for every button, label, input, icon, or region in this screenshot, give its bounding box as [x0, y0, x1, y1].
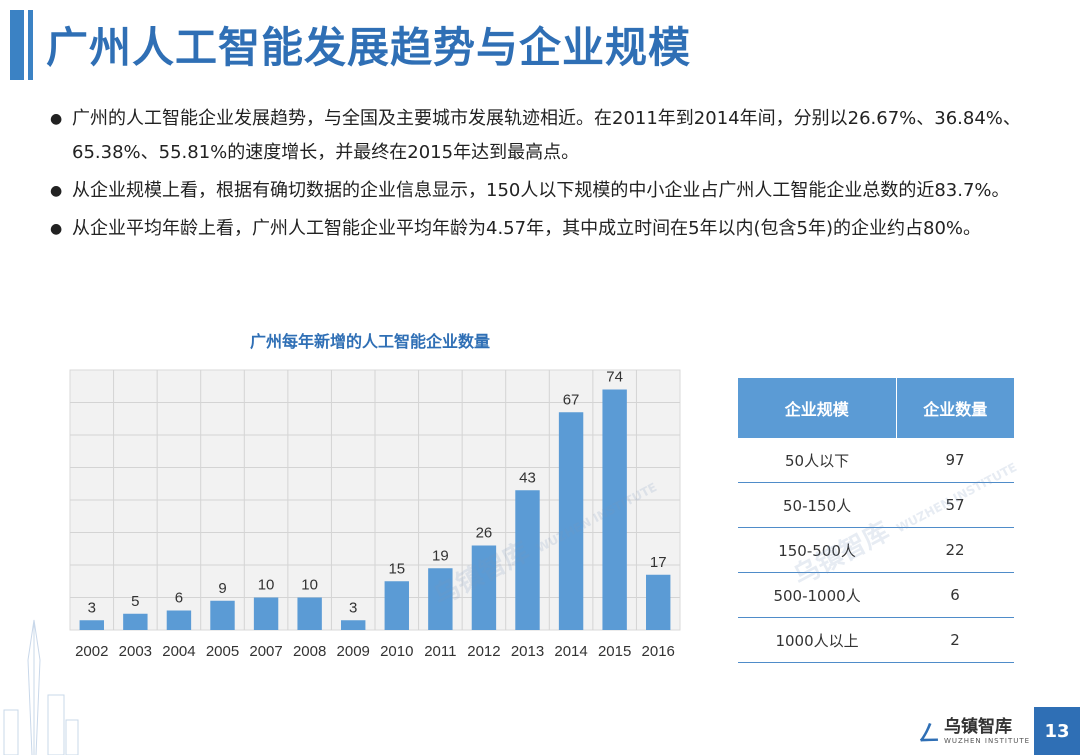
bar-2004: [166, 610, 192, 630]
table-cell-size: 50人以下: [738, 438, 897, 483]
table-cell-count: 2: [896, 617, 1014, 663]
table-cell-size: 500-1000人: [738, 572, 897, 618]
x-tick-label-2003: 2003: [119, 643, 152, 660]
data-label-2014: 67: [563, 391, 580, 408]
table-row: 150-500人 22: [738, 527, 1014, 573]
bar-2015: [602, 389, 627, 630]
x-tick-label-2016: 2016: [642, 643, 675, 660]
table-cell-count: 6: [896, 572, 1014, 618]
logo-text-en: WUZHEN INSTITUTE: [944, 737, 1031, 745]
city-skyline-illustration: [3, 619, 79, 755]
bar-2014: [558, 412, 584, 630]
bar-2013: [515, 490, 540, 630]
x-tick-label-2005: 2005: [206, 643, 239, 660]
table-row: 50-150人 57: [738, 482, 1014, 528]
data-label-2002: 3: [88, 599, 96, 616]
data-label-2013: 43: [519, 469, 536, 486]
table-row: 50人以下 97: [738, 438, 1014, 483]
x-tick-label-2014: 2014: [554, 643, 587, 660]
data-label-2015: 74: [606, 369, 623, 386]
bar-2007: [253, 597, 279, 630]
bar-2008: [297, 597, 322, 630]
footer-logo: ㄥ 乌镇智库 WUZHEN INSTITUTE: [918, 714, 1030, 750]
data-label-2016: 17: [650, 554, 667, 571]
x-tick-label-2010: 2010: [380, 643, 413, 660]
x-tick-label-2009: 2009: [337, 643, 370, 660]
data-label-2004: 6: [175, 590, 183, 607]
x-tick-label-2013: 2013: [511, 643, 544, 660]
bar-2002: [79, 620, 104, 630]
table-cell-count: 22: [896, 527, 1014, 573]
x-tick-label-2012: 2012: [467, 643, 500, 660]
company-size-table: 企业规模 企业数量 50人以下 97 50-150人 57 150-500人 2…: [738, 378, 1014, 663]
table-row: 1000人以上 2: [738, 617, 1014, 663]
table-cell-count: 57: [896, 482, 1014, 528]
x-tick-label-2015: 2015: [598, 643, 631, 660]
bar-2016: [646, 574, 671, 630]
table-header-size: 企业规模: [738, 378, 897, 438]
data-label-2003: 5: [131, 593, 139, 610]
page-number: 13: [1034, 707, 1080, 755]
x-tick-label-2008: 2008: [293, 643, 326, 660]
data-label-2011: 19: [432, 547, 449, 564]
table-header-count: 企业数量: [896, 378, 1014, 438]
data-label-2007: 10: [258, 577, 275, 594]
bullet-item: 广州的人工智能企业发展趋势，与全国及主要城市发展轨迹相近。在2011年到2014…: [50, 102, 1040, 170]
bar-2003: [123, 613, 148, 630]
logo-text-cn: 乌镇智库: [944, 717, 1013, 737]
table-cell-size: 1000人以上: [738, 617, 897, 663]
chart-title: 广州每年新增的人工智能企业数量: [249, 332, 490, 351]
table-cell-size: 50-150人: [738, 482, 897, 528]
bar-2009: [341, 620, 366, 630]
x-tick-label-2004: 2004: [162, 643, 195, 660]
x-tick-label-2002: 2002: [75, 643, 108, 660]
data-label-2005: 9: [218, 580, 226, 597]
data-label-2012: 26: [476, 525, 493, 542]
bar-2012: [471, 545, 497, 630]
x-tick-label-2007: 2007: [249, 643, 282, 660]
title-accent-bar: [10, 10, 24, 80]
bullet-item: 从企业平均年龄上看，广州人工智能企业平均年龄为4.57年，其中成立时间在5年以内…: [50, 212, 1040, 246]
page-title: 广州人工智能发展趋势与企业规模: [46, 23, 692, 72]
data-label-2010: 15: [388, 560, 405, 577]
x-tick-label-2011: 2011: [424, 643, 456, 660]
bullet-list: 广州的人工智能企业发展趋势，与全国及主要城市发展轨迹相近。在2011年到2014…: [50, 102, 1040, 250]
bar-chart: 3 2002 5 2003 6 2004 9 2005 10 2007 10 2008 3 2009 15 2…: [69, 369, 681, 660]
bullet-item: 从企业规模上看，根据有确切数据的企业信息显示，150人以下规模的中小企业占广州人…: [50, 174, 1040, 208]
bar-2011: [428, 568, 453, 630]
logo-icon: ㄥ: [918, 722, 941, 747]
data-label-2008: 10: [301, 577, 318, 594]
bar-2005: [210, 600, 235, 630]
title-accent-bar-thin: [28, 10, 33, 80]
data-label-2009: 3: [349, 599, 357, 616]
table-cell-size: 150-500人: [738, 527, 897, 573]
table-cell-count: 97: [896, 438, 1014, 483]
bar-2010: [384, 581, 409, 630]
table-row: 500-1000人 6: [738, 572, 1014, 618]
